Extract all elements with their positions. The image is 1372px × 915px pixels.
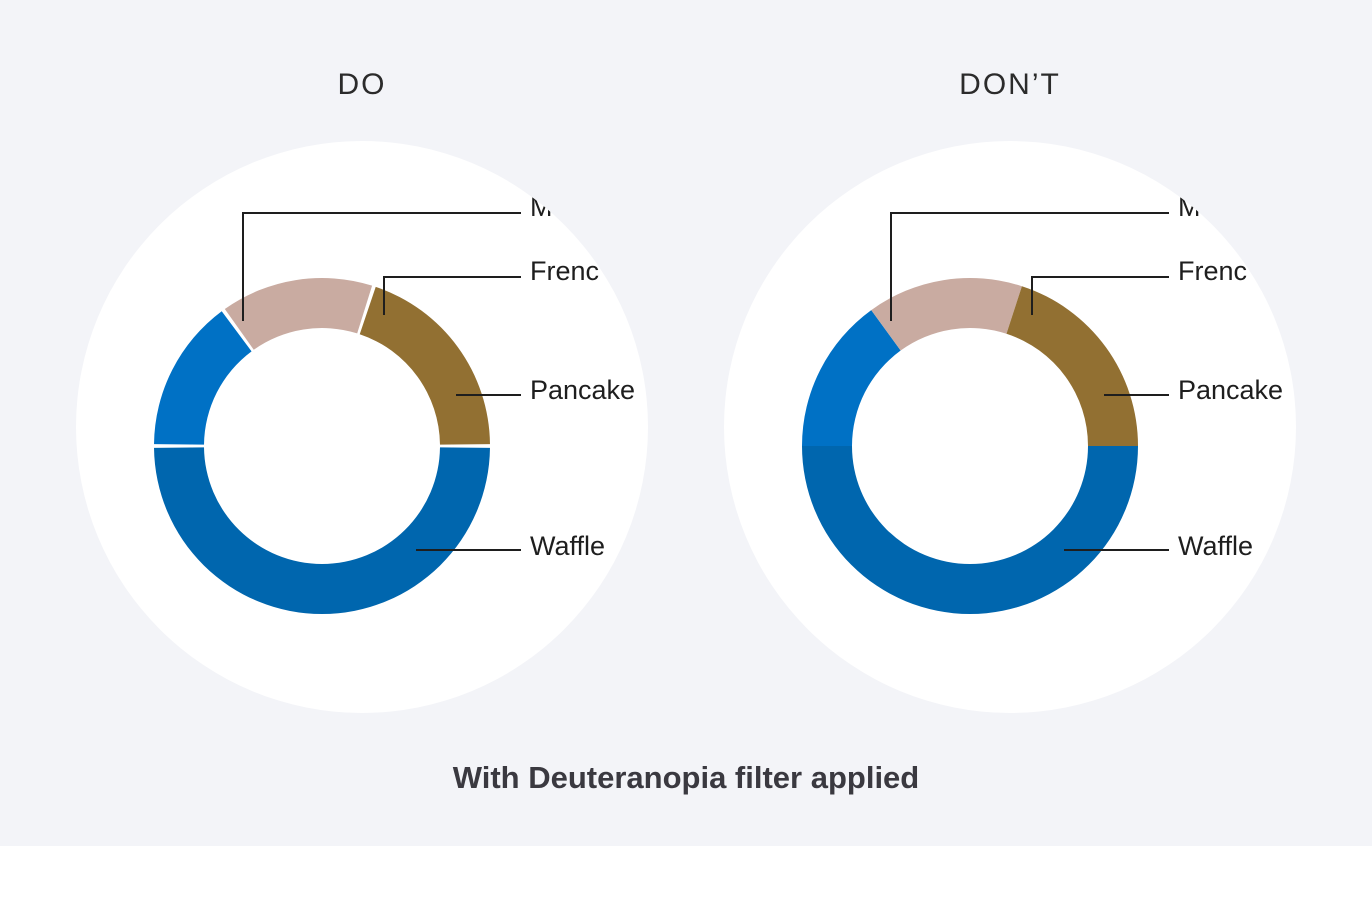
- donut-slice-waffle: [154, 447, 490, 615]
- donut-slice-waffle: [802, 446, 1138, 614]
- chart-title-do: DO: [337, 68, 387, 101]
- donut-slice-pancake: [154, 311, 252, 445]
- leader-line-muffin: [890, 212, 1169, 321]
- donut-chart-dont: Waffle Pancake Frenc M: [802, 192, 1283, 614]
- slice-label-french-toast: Frenc: [1178, 256, 1247, 286]
- figure-caption: With Deuteranopia filter applied: [452, 760, 920, 795]
- donut-chart-do: Waffle Pancake Frenc M: [154, 192, 635, 615]
- figure-panel: DO DON’T Waffle Pancake Frenc M Waffle Panca…: [0, 0, 1372, 846]
- leader-line-french-toast: [383, 276, 521, 315]
- slice-label-waffle: Waffle: [1178, 531, 1253, 561]
- leader-line-muffin: [242, 212, 521, 321]
- slice-label-pancake: Pancake: [1178, 375, 1283, 405]
- slice-label-muffin: M: [1178, 192, 1201, 222]
- slice-label-muffin: M: [530, 192, 553, 222]
- donut-slice-french-toast: [224, 278, 373, 350]
- donut-slice-muffin: [359, 286, 490, 445]
- slice-label-french-toast: Frenc: [530, 256, 599, 286]
- donut-slice-muffin: [1006, 286, 1138, 446]
- leader-line-french-toast: [1031, 276, 1169, 315]
- donut-slice-french-toast: [871, 278, 1022, 351]
- donut-slice-pancake: [802, 310, 901, 446]
- chart-title-dont: DON’T: [959, 68, 1061, 101]
- chart-disc-do: Waffle Pancake Frenc M: [76, 141, 648, 713]
- slice-label-pancake: Pancake: [530, 375, 635, 405]
- chart-disc-dont: Waffle Pancake Frenc M: [724, 141, 1296, 713]
- slice-label-waffle: Waffle: [530, 531, 605, 561]
